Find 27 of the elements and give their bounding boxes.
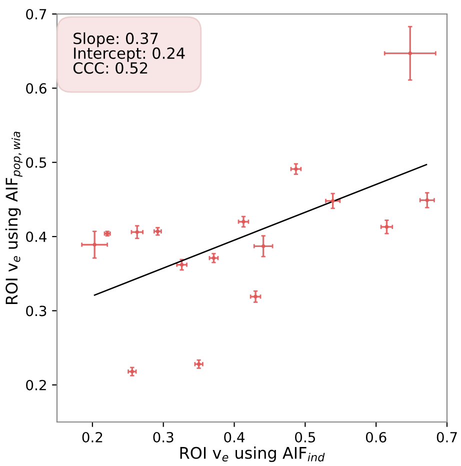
point — [254, 294, 258, 299]
point — [92, 242, 96, 247]
y-tick-label: 0.2 — [26, 380, 46, 390]
annotation: Slope: 0.37 Intercept: 0.24 CCC: 0.52 — [73, 32, 185, 74]
point — [242, 220, 246, 224]
point — [425, 198, 430, 202]
x-tick-label: 0.2 — [82, 432, 102, 442]
y-tick-label: 0.4 — [26, 232, 46, 242]
x-tick-label: 0.5 — [295, 432, 316, 442]
x-tick-label: 0.4 — [224, 432, 245, 442]
x-axis-title: ROI v$_{e}$ using AIF$_{ind}$ — [180, 446, 325, 462]
x-tick-label: 0.6 — [366, 432, 386, 442]
y-axis-title: ROI v$_{e}$ using AIF$_{pop,wia}$ — [5, 132, 22, 304]
point — [408, 51, 412, 56]
point — [261, 244, 266, 248]
x-tick-label: 0.7 — [436, 432, 457, 442]
y-tick-label: 0.7 — [26, 8, 46, 20]
point — [294, 167, 298, 171]
point — [180, 262, 184, 267]
y-tick-label: 0.3 — [26, 306, 46, 316]
x-tick-label: 0.3 — [153, 432, 174, 442]
point — [212, 256, 216, 260]
y-tick-label: 0.6 — [26, 83, 46, 94]
y-tick-label: 0.5 — [26, 157, 46, 168]
point — [384, 225, 389, 229]
point — [135, 230, 140, 234]
point — [330, 199, 335, 203]
